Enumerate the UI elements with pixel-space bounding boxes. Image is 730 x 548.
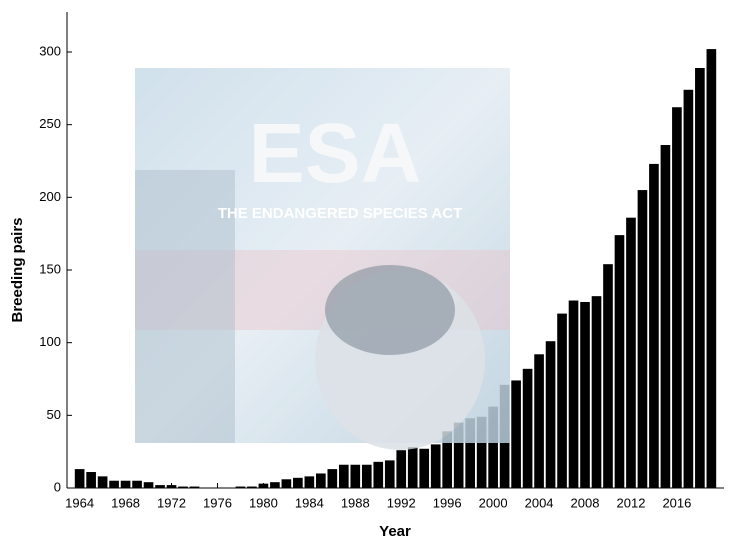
falcon-head xyxy=(325,265,455,355)
esa-image: ESA THE ENDANGERED SPECIES ACT xyxy=(135,68,510,450)
x-tick-label: 2008 xyxy=(571,495,600,510)
x-tick-label: 1964 xyxy=(65,495,94,510)
bar xyxy=(373,461,384,488)
bar xyxy=(235,486,246,488)
y-tick-label: 250 xyxy=(39,116,61,131)
bar xyxy=(247,486,257,488)
x-tick-label: 1972 xyxy=(157,495,186,510)
y-tick-label: 100 xyxy=(39,334,61,349)
x-tick-label: 1992 xyxy=(387,495,416,510)
bar xyxy=(568,300,579,488)
plot-area: 0 50 100 150 200 250 300 1964 1968 1972 1976 1980 19… xyxy=(39,12,724,510)
bar xyxy=(626,217,636,488)
bar xyxy=(86,472,96,488)
x-tick-label: 1984 xyxy=(295,495,324,510)
bar xyxy=(407,447,418,488)
bar xyxy=(591,296,602,488)
x-tick-label: 2016 xyxy=(662,495,691,510)
bar xyxy=(270,482,280,488)
image-subtitle: THE ENDANGERED SPECIES ACT xyxy=(218,205,462,222)
capitol xyxy=(135,170,235,443)
x-axis-title: Year xyxy=(379,523,411,540)
bar xyxy=(534,354,544,488)
bar xyxy=(384,460,395,488)
bar xyxy=(442,431,453,488)
bar xyxy=(396,450,407,488)
x-tick-label: 1980 xyxy=(249,495,278,510)
bar xyxy=(189,486,200,488)
bar xyxy=(695,67,705,488)
bar xyxy=(97,476,108,488)
image-title: ESA xyxy=(249,106,422,200)
x-tick-label: 1976 xyxy=(203,495,232,510)
bar xyxy=(155,485,165,488)
bar xyxy=(453,422,464,488)
bar xyxy=(350,464,361,488)
bar xyxy=(327,469,338,488)
bar xyxy=(557,313,567,488)
x-tick-label: 2012 xyxy=(617,495,646,510)
y-tick-label: 50 xyxy=(47,407,61,422)
y-tick-label: 200 xyxy=(39,189,61,204)
bar xyxy=(614,235,625,488)
bar xyxy=(293,477,303,488)
bar xyxy=(660,145,671,488)
x-tick-label: 1996 xyxy=(433,495,462,510)
bar xyxy=(522,368,533,488)
bar xyxy=(143,482,154,488)
y-tick-label: 0 xyxy=(54,479,61,494)
bar xyxy=(511,380,521,488)
bar xyxy=(706,49,717,489)
bar xyxy=(132,480,142,488)
bar xyxy=(649,163,659,488)
bar xyxy=(74,469,85,488)
bar xyxy=(545,341,556,488)
x-tick-label: 2000 xyxy=(479,495,508,510)
bar xyxy=(637,190,648,489)
x-tick-label: 2004 xyxy=(525,495,554,510)
bar xyxy=(465,418,475,488)
x-tick-label: 1968 xyxy=(111,495,140,510)
y-tick-label: 300 xyxy=(39,43,61,58)
bar xyxy=(281,479,292,488)
bar xyxy=(476,416,487,488)
bar xyxy=(488,406,498,488)
bar xyxy=(580,301,590,488)
bar xyxy=(109,480,119,488)
bar xyxy=(338,464,349,488)
bar xyxy=(683,89,694,488)
y-axis-title: Breeding pairs xyxy=(9,217,26,322)
bar xyxy=(361,464,372,488)
bar xyxy=(178,486,188,488)
bar xyxy=(603,264,613,488)
bar xyxy=(430,444,441,488)
bar xyxy=(316,473,326,488)
y-tick-label: 150 xyxy=(39,261,61,276)
bar xyxy=(672,107,682,488)
x-tick-label: 1988 xyxy=(341,495,370,510)
bar xyxy=(419,448,430,488)
bar xyxy=(304,476,315,488)
